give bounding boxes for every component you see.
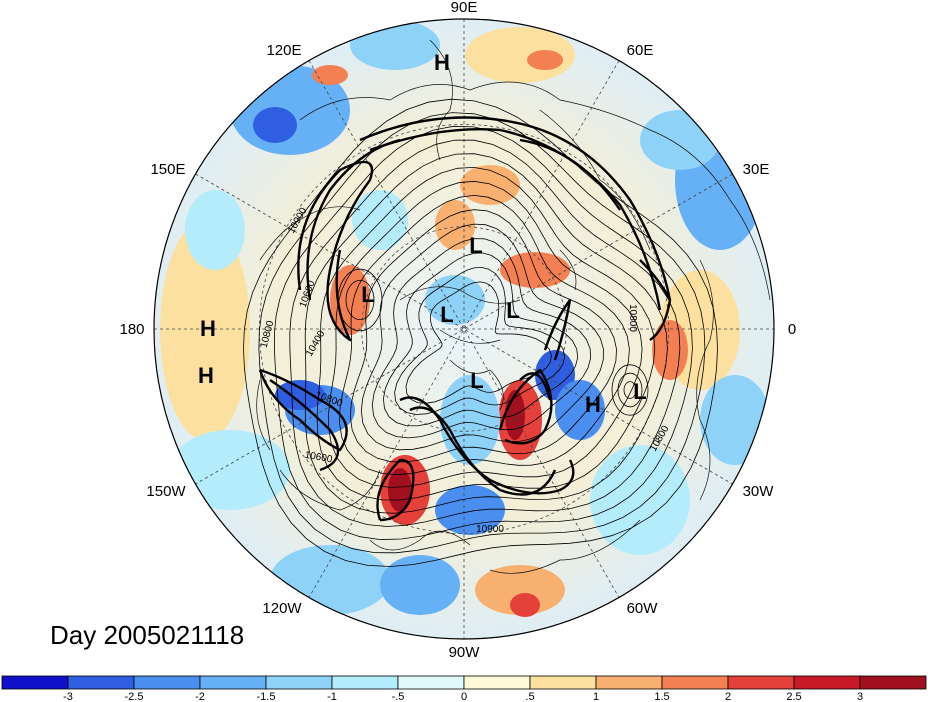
longitude-label: 150W: [146, 483, 186, 500]
colorbar-segment: [463, 675, 531, 690]
height-contour-line: [316, 166, 656, 501]
height-contour-line: [328, 180, 643, 488]
longitude-label: 30E: [743, 161, 770, 178]
colorbar-segment: [1, 675, 69, 690]
low-pressure-marker: L: [440, 302, 453, 327]
height-contour-line: [273, 125, 693, 541]
colorbar-segment: [67, 675, 135, 690]
colorbar-segment: [859, 675, 927, 690]
colorbar-segment: [793, 675, 861, 690]
low-pressure-marker: L: [506, 298, 519, 323]
low-pressure-marker: L: [469, 233, 482, 258]
colorbar-tick-label: 0: [461, 691, 467, 702]
colorbar-tick-label: 2.5: [786, 691, 801, 702]
closed-contour: [611, 364, 649, 416]
longitude-label: 0: [788, 321, 796, 338]
colorbar-segment: [595, 675, 663, 690]
low-pressure-marker: L: [361, 282, 374, 307]
low-pressure-marker: L: [470, 368, 483, 393]
colorbar-tick-label: 3: [857, 691, 863, 702]
colorbar-segment: [133, 675, 201, 690]
meridian-line: [308, 60, 620, 598]
map-boundary: [153, 18, 775, 640]
colorbar-segment: [529, 675, 597, 690]
colorbar-tick-label: -3: [63, 691, 73, 702]
height-contour-line: [371, 238, 591, 439]
colorbar-segment: [727, 675, 795, 690]
colorbar-tick-label: 1.5: [654, 691, 669, 702]
height-contour-line: [243, 98, 718, 567]
height-contour-line: [360, 223, 604, 451]
longitude-labels: 90E 60E 30E 0 30W 60W 90W 120W 150W 180 150E 120E: [119, 0, 796, 661]
colorbar-segment: [397, 675, 465, 690]
colorbar-tick-label: -1: [327, 691, 337, 702]
longitude-label: 180: [119, 321, 144, 338]
height-contour-line: [382, 252, 579, 427]
height-contour-line: [394, 266, 566, 415]
colorbar-tick-label: -.5: [392, 691, 405, 702]
latitude-circle: [361, 226, 567, 432]
high-pressure-marker: H: [434, 50, 450, 75]
contour-label: 10800: [627, 304, 638, 332]
height-contours: [243, 98, 718, 567]
colorbar: -3 -2.5 -2 -1.5 -1 -.5 0 .5 1 1.5 2 2.5 3: [1, 675, 927, 702]
colorbar-segment: [661, 675, 729, 690]
contour-label: 10900: [476, 524, 504, 535]
jet-stream-contours: [258, 116, 672, 522]
colorbar-tick-label: 2: [725, 691, 731, 702]
longitude-label: 60E: [627, 42, 654, 59]
high-pressure-marker: H: [200, 316, 216, 341]
longitude-label: 90E: [451, 0, 478, 16]
meridian-line: [195, 173, 733, 485]
colorbar-tick-label: -2: [195, 691, 205, 702]
longitude-label: 30W: [743, 483, 775, 500]
height-contour-line: [304, 153, 668, 514]
longitude-label: 90W: [449, 644, 481, 661]
longitude-label: 120E: [266, 42, 301, 59]
contour-label: 10600: [304, 450, 334, 466]
map-title: Day 2005021118: [50, 620, 245, 650]
height-contour-line: [339, 194, 630, 476]
longitude-label: 60W: [627, 600, 659, 617]
height-contour-line: [405, 281, 552, 404]
longitude-label: 150E: [150, 161, 185, 178]
height-contour-line: [258, 112, 706, 554]
colorbar-tick-label: -2.5: [125, 691, 144, 702]
coastlines: [256, 39, 771, 574]
colorbar-tick-label: .5: [525, 691, 534, 702]
low-pressure-marker: L: [633, 379, 646, 404]
closed-contour: [345, 279, 375, 320]
closed-contour: [617, 372, 643, 408]
closed-contour: [623, 381, 637, 399]
height-contour-line: [289, 139, 681, 527]
high-pressure-marker: H: [585, 392, 601, 417]
high-pressure-marker: H: [198, 363, 214, 388]
colorbar-segment: [199, 675, 267, 690]
meridian-line: [308, 60, 620, 598]
height-contour-line: [349, 209, 617, 463]
longitude-label: 120W: [262, 600, 302, 617]
colorbar-segment: [331, 675, 399, 690]
colorbar-segment: [265, 675, 333, 690]
colorbar-tick-label: -1.5: [257, 691, 276, 702]
colorbar-tick-label: 1: [593, 691, 599, 702]
